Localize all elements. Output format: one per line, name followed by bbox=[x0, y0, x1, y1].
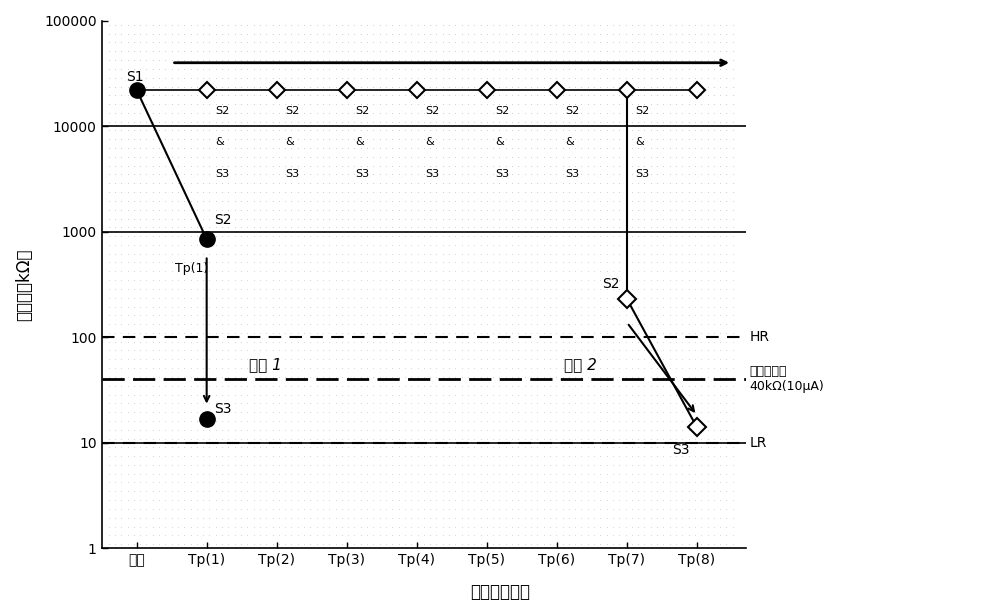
Text: S2: S2 bbox=[355, 105, 369, 116]
Text: HR: HR bbox=[750, 330, 770, 345]
Text: S2: S2 bbox=[215, 105, 229, 116]
Text: S1: S1 bbox=[126, 69, 144, 83]
Text: S3: S3 bbox=[355, 169, 369, 179]
Text: &: & bbox=[355, 137, 364, 148]
Y-axis label: 电阻值［kΩ］: 电阻值［kΩ］ bbox=[15, 248, 33, 321]
Text: S2: S2 bbox=[285, 105, 299, 116]
Text: LR: LR bbox=[750, 436, 767, 450]
Text: S2: S2 bbox=[425, 105, 439, 116]
Text: S2: S2 bbox=[495, 105, 510, 116]
Text: S3: S3 bbox=[635, 169, 649, 179]
Text: 塑造判定点
40kΩ(10μA): 塑造判定点 40kΩ(10μA) bbox=[750, 365, 824, 394]
Text: S3: S3 bbox=[495, 169, 509, 179]
Text: Tp(1): Tp(1) bbox=[175, 262, 208, 275]
Text: &: & bbox=[495, 137, 504, 148]
Text: 塑造脉冲宽度: 塑造脉冲宽度 bbox=[470, 583, 530, 601]
Text: &: & bbox=[285, 137, 294, 148]
Text: &: & bbox=[635, 137, 644, 148]
Text: S3: S3 bbox=[215, 169, 229, 179]
Text: S3: S3 bbox=[425, 169, 439, 179]
Text: 情形 2: 情形 2 bbox=[564, 357, 597, 372]
Text: S2: S2 bbox=[565, 105, 580, 116]
Text: &: & bbox=[425, 137, 434, 148]
Text: 情形 1: 情形 1 bbox=[249, 357, 282, 372]
Text: &: & bbox=[215, 137, 224, 148]
Text: S2: S2 bbox=[214, 213, 231, 227]
Text: S3: S3 bbox=[565, 169, 579, 179]
Text: S3: S3 bbox=[672, 443, 690, 457]
Text: &: & bbox=[565, 137, 574, 148]
Text: S2: S2 bbox=[602, 276, 620, 291]
Text: S3: S3 bbox=[285, 169, 299, 179]
Text: S2: S2 bbox=[635, 105, 650, 116]
Text: S3: S3 bbox=[214, 402, 231, 416]
